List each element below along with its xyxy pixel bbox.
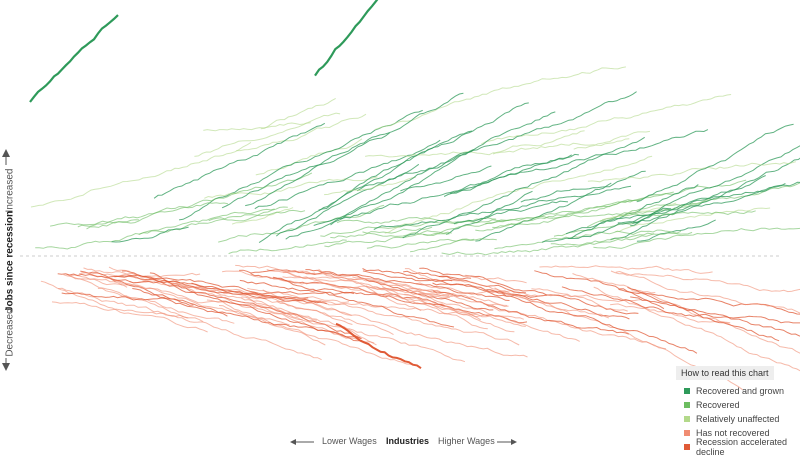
industry-line-126 (239, 270, 509, 301)
legend-item-unaffected: Relatively unaffected (672, 412, 798, 426)
industry-line-10 (574, 131, 650, 149)
industry-line-86 (367, 239, 497, 249)
legend-title: How to read this chart (676, 366, 774, 380)
industry-line-118 (632, 291, 800, 372)
industry-line-22 (179, 110, 423, 219)
legend-swatch-grown (684, 388, 690, 394)
legend-item-accelerated: Recession accelerated decline (672, 440, 798, 454)
industry-line-27 (630, 297, 800, 350)
arrow-up-icon (2, 149, 10, 157)
industry-line-151 (315, 0, 380, 76)
industry-line-38 (540, 266, 713, 274)
legend-swatch-accelerated (684, 444, 690, 450)
y-axis: Increased Jobs since recession Decreased (0, 0, 20, 450)
industry-line-136 (331, 112, 556, 225)
industry-line-29 (194, 123, 310, 157)
legend-item-recovered: Recovered (672, 398, 798, 412)
industry-line-91 (98, 288, 203, 322)
legend-label-grown: Recovered and grown (696, 386, 784, 396)
industry-line-63 (475, 183, 611, 241)
industry-line-8 (611, 271, 800, 292)
industry-line-131 (410, 239, 474, 252)
arrow-right-icon (511, 439, 517, 445)
x-low-label: Lower Wages (322, 436, 377, 446)
industry-line-149 (400, 166, 491, 191)
legend-swatch-recovered (684, 402, 690, 408)
industry-line-64 (222, 133, 390, 208)
industry-line-143 (637, 124, 794, 202)
industry-line-97 (542, 208, 671, 242)
industry-line-146 (112, 227, 189, 242)
arrow-down-icon (2, 363, 10, 371)
industry-line-20 (414, 293, 579, 342)
legend-label-accelerated: Recession accelerated decline (696, 437, 798, 457)
industry-line-103 (236, 114, 366, 150)
industry-line-150 (30, 15, 118, 102)
arrow-left-icon (290, 439, 296, 445)
legend-swatch-notrecovered (684, 430, 690, 436)
industry-line-99 (365, 139, 629, 157)
industry-line-62 (566, 173, 800, 234)
industry-line-116 (375, 67, 626, 130)
legend-label-recovered: Recovered (696, 400, 740, 410)
y-axis-title: Jobs since recession (5, 211, 16, 312)
legend: How to read this chart Recovered and gro… (672, 366, 798, 454)
y-decreased-label: Decreased (5, 308, 16, 356)
industry-line-61 (442, 234, 654, 255)
industry-line-85 (276, 164, 419, 236)
legend-item-grown: Recovered and grown (672, 384, 798, 398)
x-high-label: Higher Wages (438, 436, 495, 446)
industry-line-113 (259, 131, 472, 243)
legend-swatch-unaffected (684, 416, 690, 422)
y-increased-label: Increased (5, 169, 16, 213)
legend-label-unaffected: Relatively unaffected (696, 414, 779, 424)
industry-line-137 (139, 209, 275, 235)
industry-line-28 (31, 142, 251, 207)
industry-line-120 (486, 290, 697, 354)
industry-line-128 (573, 274, 656, 293)
legend-items: Recovered and grown Recovered Relatively u… (672, 384, 798, 454)
industry-line-147 (444, 130, 708, 197)
industry-line-65 (255, 140, 440, 209)
industry-line-60 (41, 281, 208, 332)
x-axis: Lower Wages Industries Higher Wages (290, 436, 530, 450)
industry-line-0 (219, 306, 418, 367)
industry-line-79 (619, 289, 800, 315)
industry-line-142 (588, 162, 796, 182)
x-axis-title: Industries (386, 436, 429, 446)
industry-line-23 (218, 205, 384, 242)
